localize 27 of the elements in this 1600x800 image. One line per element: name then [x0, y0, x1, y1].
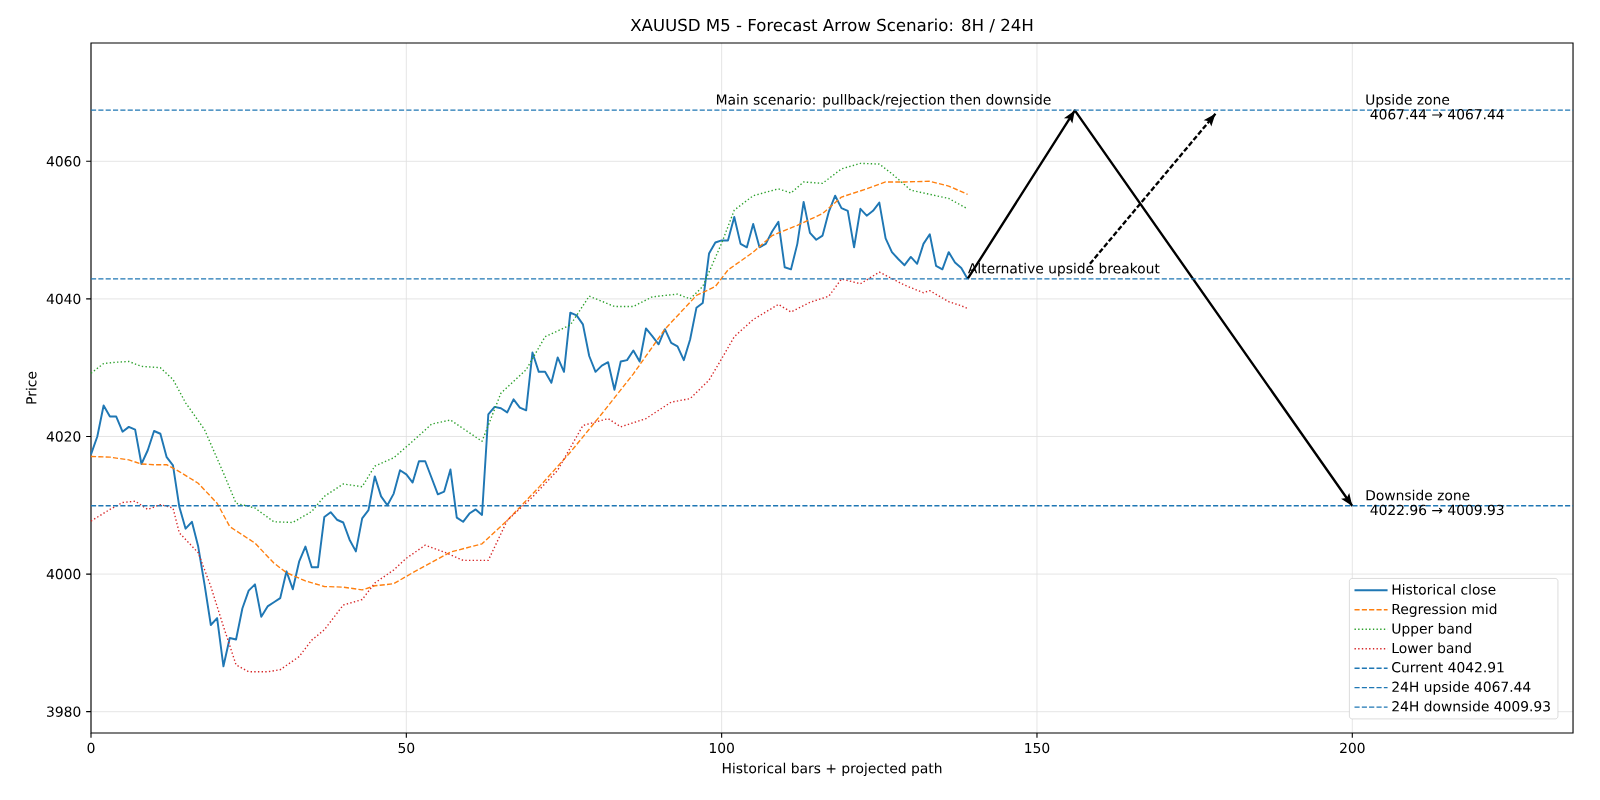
y-tick-label: 4020: [46, 431, 81, 442]
annotation: 4067.44 → 4067.44: [1370, 109, 1504, 120]
line-series: [90, 271, 969, 673]
legend-label: Historical close: [1392, 583, 1496, 595]
x-tick-label: 0: [87, 742, 95, 754]
annotation: Upside zone: [1366, 94, 1450, 108]
legend-label: 24H upside 4067.44: [1392, 681, 1531, 695]
x-tick-label: 50: [398, 742, 415, 754]
line-series: [90, 180, 969, 591]
annotation: Downside zone: [1366, 489, 1470, 501]
legend-label: Lower band: [1392, 642, 1471, 654]
x-tick-label: 200: [1340, 742, 1365, 754]
legend-label: 24H downside 4009.93: [1392, 700, 1550, 712]
x-axis-title: Historical bars + projected path: [722, 762, 942, 777]
y-tick-label: 4000: [46, 568, 81, 580]
x-tick-label: 150: [1025, 742, 1050, 754]
legend-label: Current 4042.91: [1392, 662, 1504, 673]
y-tick-label: 4060: [46, 156, 81, 167]
annotation: Main scenario: pullback/rejection then downside: [716, 94, 1051, 108]
y-tick-label: 3980: [47, 706, 81, 717]
x-tick-label: 100: [709, 742, 734, 754]
y-axis-title: Price: [25, 371, 37, 404]
legend-label: Upper band: [1392, 623, 1472, 637]
legend-label: Regression mid: [1392, 603, 1497, 617]
y-tick-label: 4040: [46, 293, 81, 305]
chart-title: XAUUSD M5 - Forecast Arrow Scenario: 8H / 24H: [630, 18, 1033, 33]
annotation: 4022.96 → 4009.93: [1370, 504, 1504, 516]
